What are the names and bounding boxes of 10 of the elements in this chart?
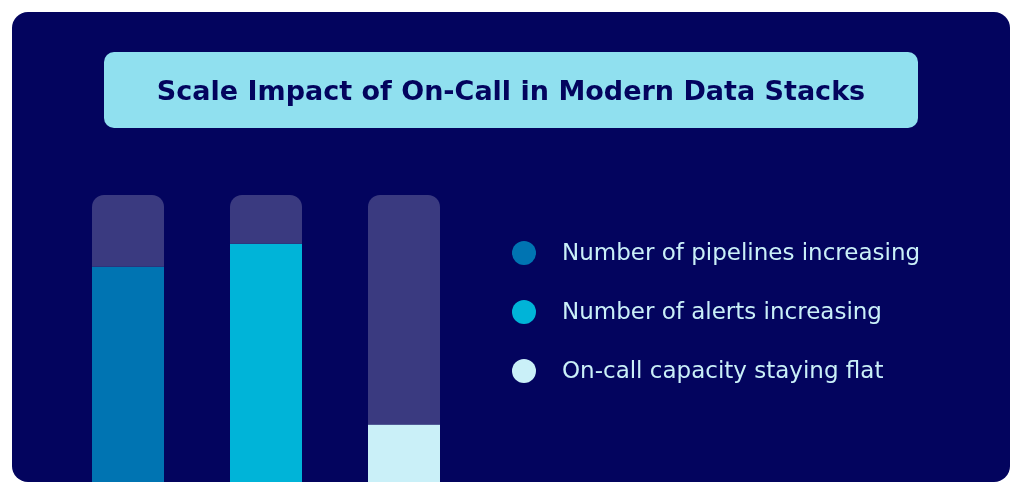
chart-title: Scale Impact of On-Call in Modern Data Stacks bbox=[104, 52, 918, 128]
bar bbox=[92, 195, 165, 267]
bar bbox=[229, 195, 303, 244]
legend-label: Number of alerts increasing bbox=[562, 298, 882, 324]
bar bbox=[92, 266, 165, 482]
legend-label: Number of pipelines increasing bbox=[562, 239, 921, 265]
legend-label: On-call capacity staying flat bbox=[562, 357, 884, 383]
bar bbox=[367, 195, 440, 425]
bar bbox=[229, 243, 303, 482]
bar bbox=[367, 424, 440, 482]
